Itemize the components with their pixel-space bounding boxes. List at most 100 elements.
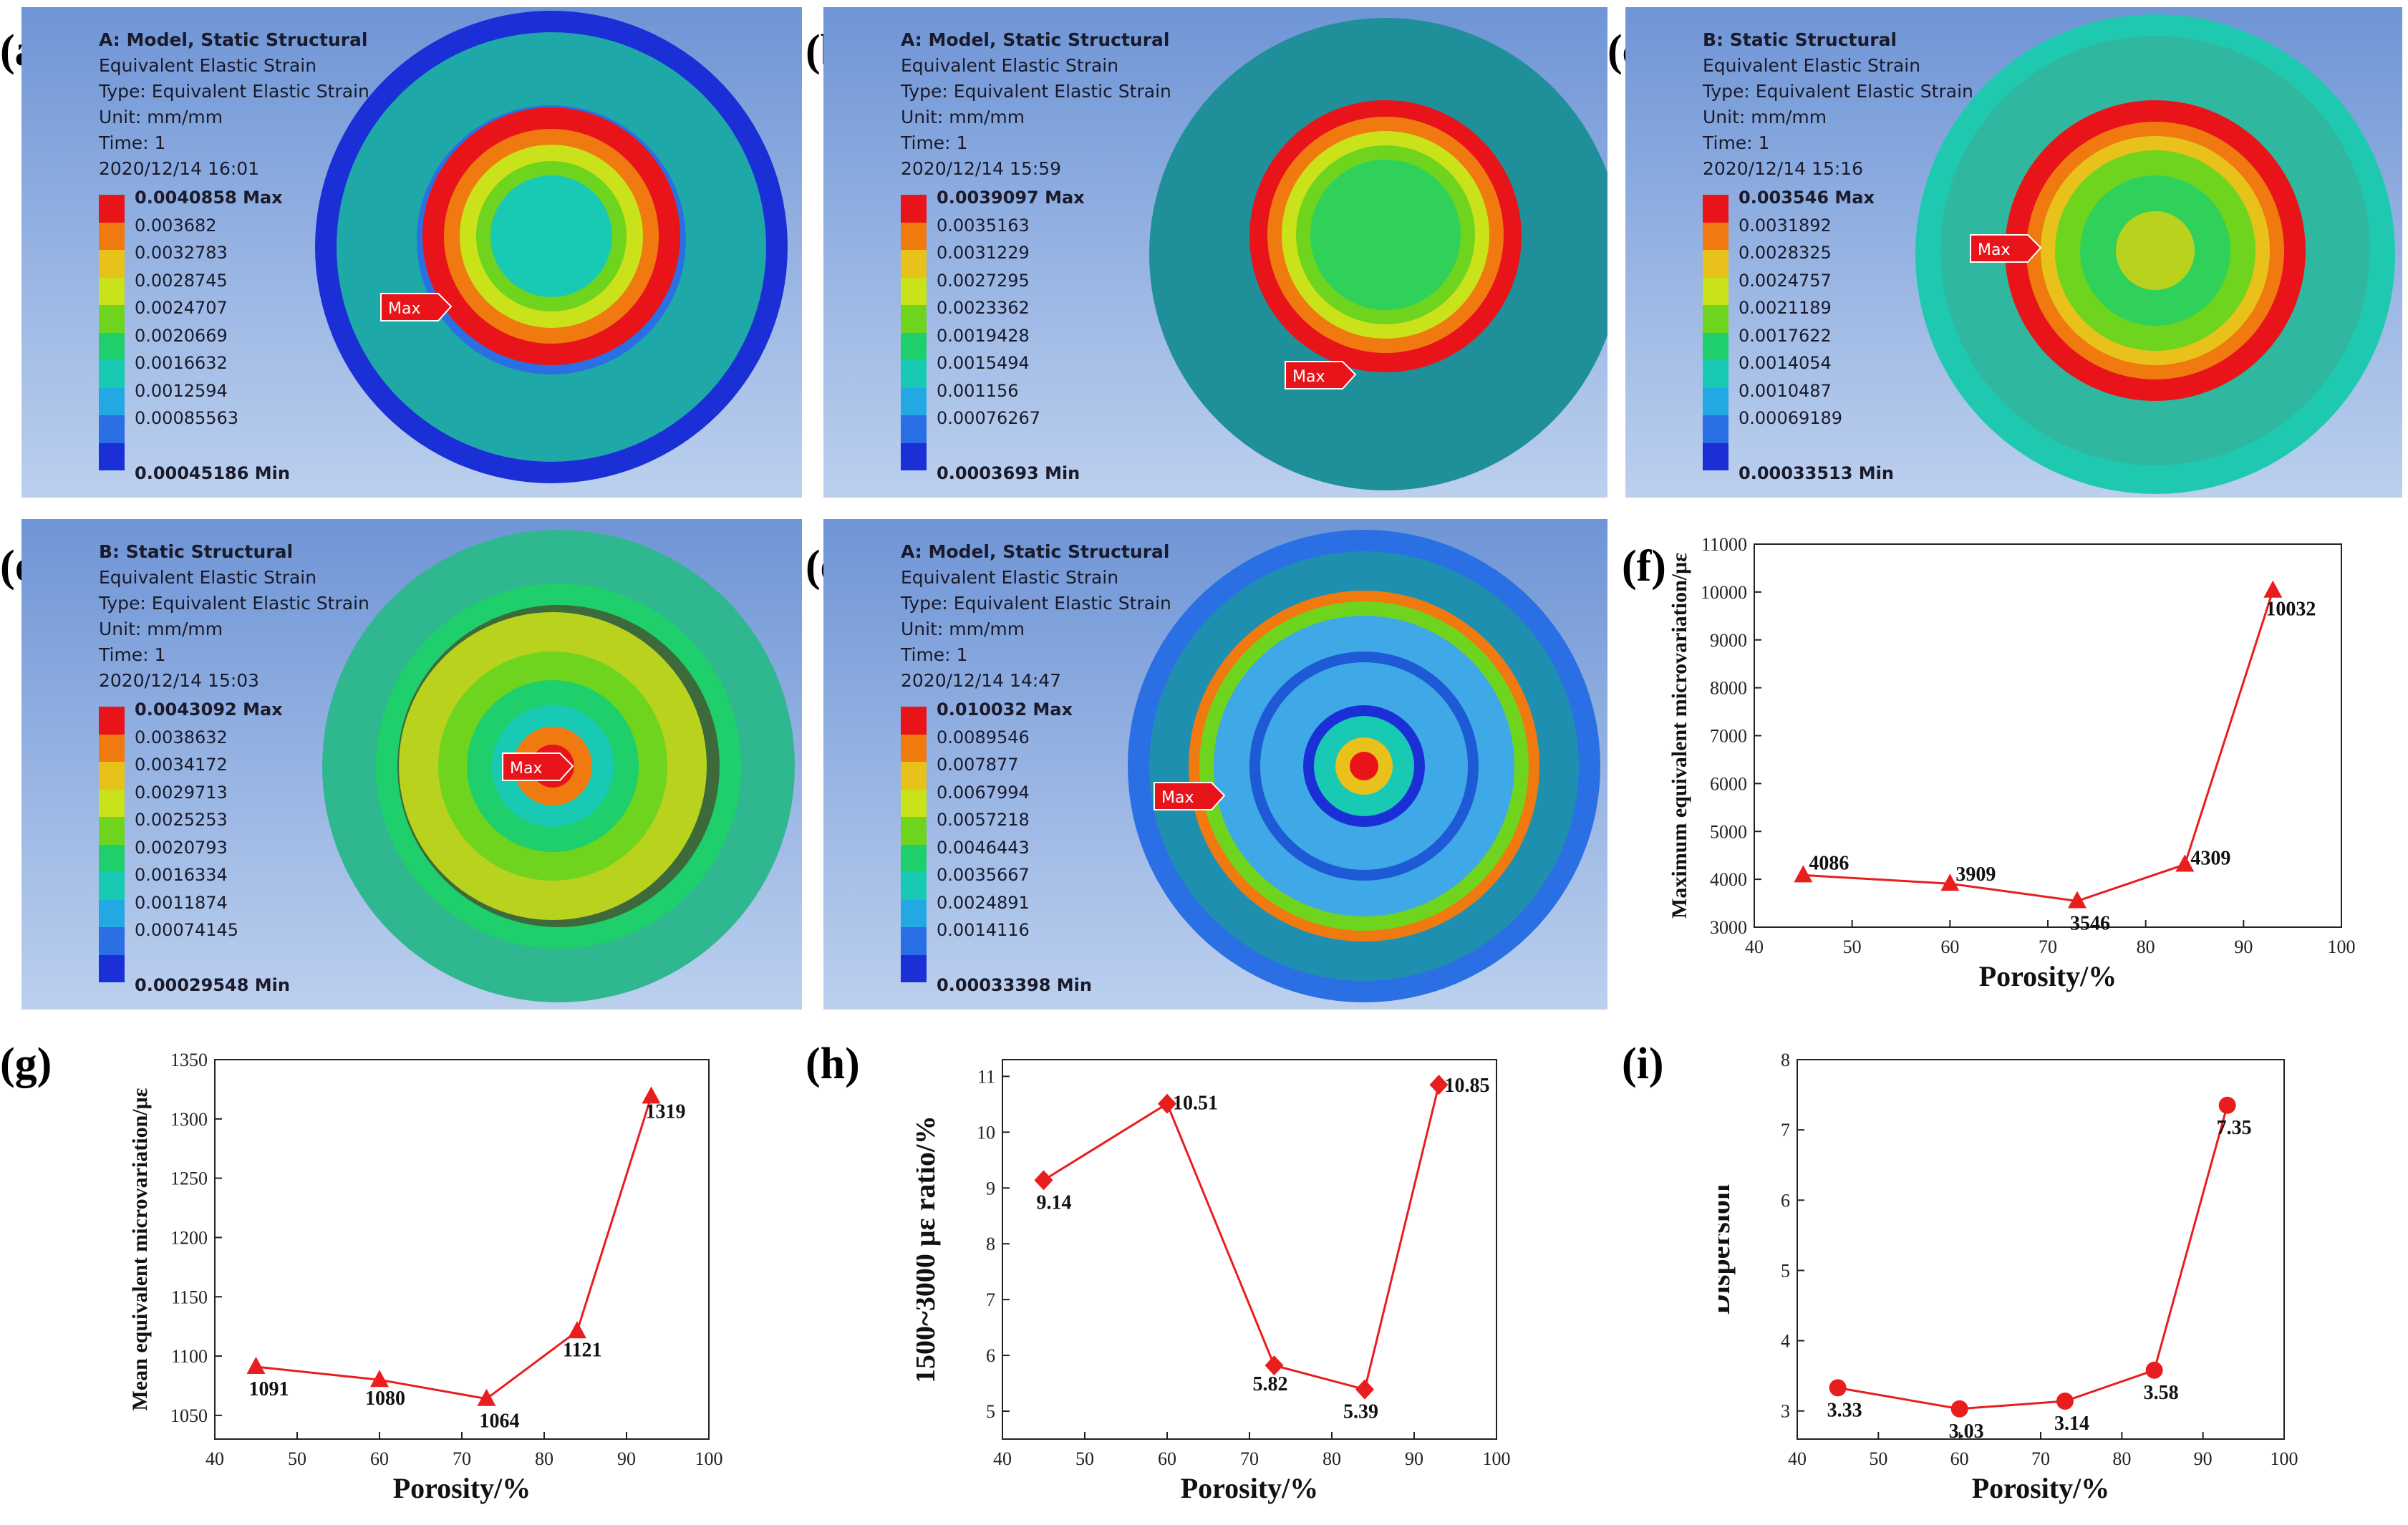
legend-value: 0.003682 — [135, 215, 217, 236]
legend-value: 0.001156 — [937, 380, 1019, 401]
x-tick-label: 100 — [1483, 1448, 1511, 1469]
y-tick-label: 4 — [1781, 1331, 1790, 1352]
legend-swatch — [99, 305, 125, 333]
legend-swatch — [1703, 415, 1728, 443]
y-tick-label: 1050 — [170, 1405, 208, 1426]
legend-value: 0.0035667 — [937, 865, 1030, 885]
legend-swatch — [901, 222, 927, 250]
y-tick-label: 11000 — [1701, 534, 1747, 555]
y-tick-label: 6 — [1781, 1190, 1790, 1211]
legend-swatch — [901, 250, 927, 278]
data-label: 3.14 — [2054, 1413, 2089, 1435]
max-marker: Max — [502, 752, 574, 781]
legend-value: 0.007877 — [937, 755, 1019, 775]
y-tick-label: 8 — [1781, 1050, 1790, 1070]
data-label: 7.35 — [2217, 1117, 2252, 1139]
data-label: 1091 — [249, 1378, 289, 1400]
legend-value: 0.0010487 — [1739, 380, 1832, 401]
y-tick-label: 4000 — [1710, 869, 1747, 890]
x-tick-label: 80 — [535, 1448, 553, 1469]
panel-label-g: (g) — [0, 1040, 52, 1088]
legend-swatch — [99, 250, 125, 278]
x-tick-label: 100 — [2271, 1448, 2298, 1469]
legend-swatch — [901, 734, 927, 762]
x-tick-label: 50 — [1843, 936, 1862, 957]
chart-dispersion: 40 50 60 70 80 90 100 3 4 5 6 7 8 Porosity/% Dispersio… — [1718, 1050, 2298, 1504]
legend-swatch — [901, 954, 927, 982]
chart-max-microvariation: 40 50 60 70 80 90 100 3000 4000 5000 6000 7000 8000 9… — [1668, 534, 2356, 992]
legend-swatch — [99, 707, 125, 735]
data-point — [1429, 1075, 1449, 1095]
legend-value: 0.0057218 — [937, 810, 1030, 830]
data-point — [1940, 873, 1960, 891]
legend-swatch — [1703, 360, 1728, 388]
legend-swatch — [901, 442, 927, 470]
result-header: A: Model, Static Structural Equivalent El… — [99, 29, 369, 179]
legend-swatch — [1703, 442, 1728, 470]
legend-swatch — [901, 360, 927, 388]
result-header: A: Model, Static Structural Equivalent El… — [901, 541, 1171, 691]
legend-swatch — [99, 899, 125, 927]
x-tick-label: 60 — [1158, 1448, 1176, 1469]
legend-value: 0.0038632 — [135, 727, 228, 747]
legend-swatch — [901, 305, 927, 333]
legend-swatch — [99, 844, 125, 872]
legend-value: 0.0039097 Max — [937, 188, 1085, 208]
max-marker: Max — [1285, 361, 1357, 389]
y-tick-label: 3000 — [1710, 917, 1747, 938]
y-tick-label: 7000 — [1710, 726, 1747, 747]
legend-swatch — [99, 387, 125, 415]
legend-swatch — [901, 817, 927, 845]
legend-value: 0.0019428 — [937, 325, 1030, 346]
legend-swatch — [99, 360, 125, 388]
y-axis-label: Mean equivalent microvariation/με — [129, 1088, 152, 1410]
legend-value: 0.0021189 — [1739, 298, 1832, 318]
legend-value: 0.0016334 — [135, 865, 228, 885]
legend-value: 0.0020669 — [135, 325, 228, 346]
legend-value: 0.0025253 — [135, 810, 228, 830]
y-tick-label: 11 — [977, 1066, 995, 1087]
legend-value: 0.0020793 — [135, 837, 228, 858]
y-tick-label: 9000 — [1710, 630, 1747, 651]
data-label: 10.51 — [1173, 1093, 1218, 1115]
legend-value: 0.0040858 Max — [135, 188, 283, 208]
x-tick-label: 80 — [2112, 1448, 2131, 1469]
y-tick-label: 5 — [1781, 1260, 1790, 1281]
data-point — [2218, 1096, 2236, 1114]
data-label: 1121 — [563, 1339, 601, 1361]
legend-value: 0.00045186 Min — [135, 463, 290, 483]
data-label: 10032 — [2266, 599, 2316, 621]
legend-swatch — [901, 789, 927, 817]
legend-value: 0.0016632 — [135, 353, 228, 373]
y-tick-label: 8 — [986, 1234, 995, 1254]
strain-contour-disc: Max — [1915, 14, 2395, 494]
chart-mean-microvariation: 40 50 60 70 80 90 100 1050 1100 1150 1200 1250 1300 1… — [129, 1050, 723, 1504]
data-point — [642, 1086, 661, 1104]
legend-value: 0.0003693 Min — [937, 463, 1080, 483]
y-tick-label: 1100 — [171, 1346, 208, 1367]
x-tick-label: 60 — [1950, 1448, 1969, 1469]
legend-swatch — [99, 762, 125, 790]
data-point — [1265, 1355, 1284, 1376]
data-label: 4086 — [1809, 852, 1849, 874]
legend-swatch — [1703, 277, 1728, 305]
y-tick-label: 9 — [986, 1178, 995, 1199]
x-tick-label: 70 — [1240, 1448, 1259, 1469]
x-tick-label: 80 — [1323, 1448, 1341, 1469]
result-header: B: Static Structural Equivalent Elastic S… — [99, 541, 369, 691]
x-tick-label: 100 — [2328, 936, 2356, 957]
data-point — [2068, 891, 2087, 909]
simulation-panel-a: Max A: Model, Static Structural Equivalen… — [21, 7, 802, 498]
y-tick-label: 8000 — [1710, 678, 1747, 699]
y-tick-label: 7 — [986, 1289, 995, 1310]
legend-value: 0.0012594 — [135, 380, 228, 401]
y-tick-label: 10000 — [1701, 582, 1747, 603]
data-point — [568, 1321, 586, 1339]
legend-swatch — [99, 734, 125, 762]
y-tick-label: 10 — [977, 1122, 995, 1143]
y-tick-label: 3 — [1781, 1401, 1790, 1422]
y-axis-label: Dispersion — [1718, 1184, 1736, 1315]
y-axis-label: Maximum equivalent microvariation/με — [1668, 553, 1691, 919]
legend-value: 0.0014054 — [1739, 353, 1832, 373]
max-tag: Max — [510, 760, 542, 778]
